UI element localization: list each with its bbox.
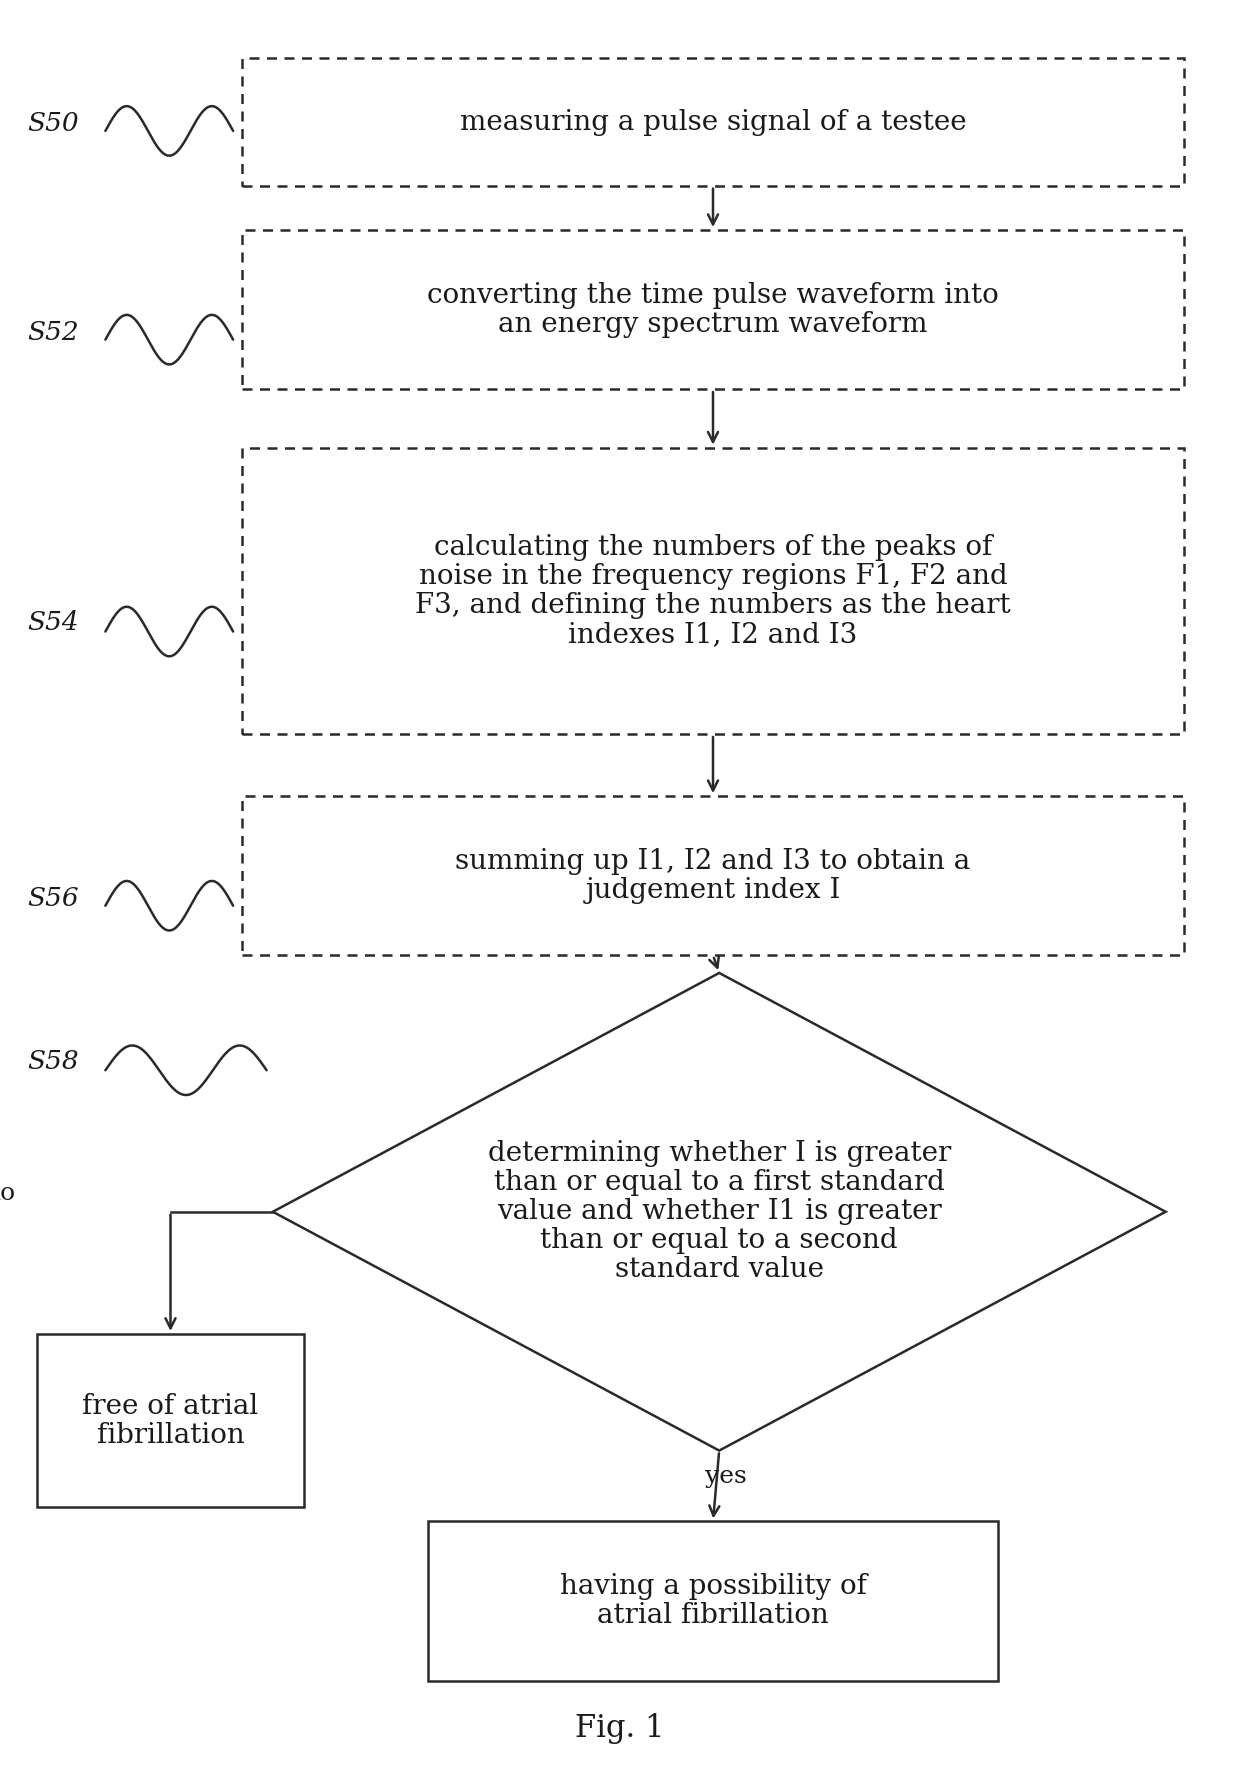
Bar	[242, 58, 1184, 186]
Text: measuring a pulse signal of a testee: measuring a pulse signal of a testee	[460, 108, 966, 136]
Bar	[242, 448, 1184, 734]
Text: calculating the numbers of the peaks of: calculating the numbers of the peaks of	[434, 534, 992, 561]
Text: S54: S54	[27, 610, 79, 635]
Text: yes: yes	[704, 1465, 746, 1488]
Text: free of atrial: free of atrial	[82, 1392, 259, 1419]
Bar	[242, 230, 1184, 389]
Bar	[428, 1521, 998, 1681]
Text: Fig. 1: Fig. 1	[575, 1712, 665, 1744]
Text: than or equal to a second: than or equal to a second	[541, 1228, 898, 1254]
Text: S50: S50	[27, 111, 79, 136]
Text: than or equal to a first standard: than or equal to a first standard	[494, 1169, 945, 1196]
Text: no: no	[0, 1182, 15, 1205]
Text: value and whether I1 is greater: value and whether I1 is greater	[497, 1198, 941, 1226]
Text: F3, and defining the numbers as the heart: F3, and defining the numbers as the hear…	[415, 593, 1011, 619]
Text: indexes I1, I2 and I3: indexes I1, I2 and I3	[568, 621, 858, 647]
Text: converting the time pulse waveform into: converting the time pulse waveform into	[427, 281, 999, 308]
Text: fibrillation: fibrillation	[97, 1422, 244, 1449]
Text: S58: S58	[27, 1049, 79, 1074]
Text: S56: S56	[27, 886, 79, 911]
Text: having a possibility of: having a possibility of	[559, 1573, 867, 1599]
Polygon shape	[273, 973, 1166, 1451]
Text: atrial fibrillation: atrial fibrillation	[598, 1603, 828, 1629]
Text: S52: S52	[27, 320, 79, 345]
Text: standard value: standard value	[615, 1256, 823, 1283]
Text: judgement index I: judgement index I	[585, 877, 841, 904]
Text: determining whether I is greater: determining whether I is greater	[487, 1141, 951, 1168]
Text: summing up I1, I2 and I3 to obtain a: summing up I1, I2 and I3 to obtain a	[455, 847, 971, 874]
Text: noise in the frequency regions F1, F2 and: noise in the frequency regions F1, F2 an…	[419, 563, 1007, 589]
Bar	[37, 1334, 304, 1507]
Text: an energy spectrum waveform: an energy spectrum waveform	[498, 311, 928, 338]
Bar	[242, 796, 1184, 955]
